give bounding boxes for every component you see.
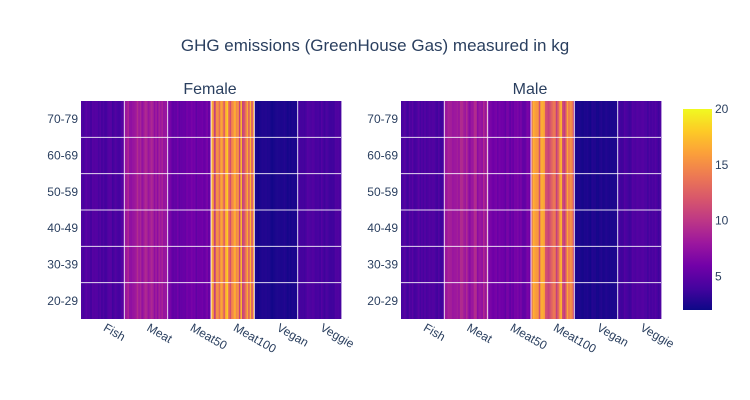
colorbar-tick-label: 10 [715, 214, 729, 228]
x-tick-label: Meat [465, 320, 496, 346]
colorbar-tick-label: 20 [715, 102, 729, 116]
y-tick-label: 20-29 [367, 294, 398, 308]
y-tick-label: 40-49 [47, 221, 78, 235]
panel-title-female: Female [183, 81, 236, 98]
y-tick-label: 30-39 [47, 258, 78, 272]
x-tick-label: Meat [145, 320, 176, 346]
x-tick-label: Fish [421, 320, 448, 343]
y-tick-label: 70-79 [367, 112, 398, 126]
x-tick-label: Meat50 [508, 320, 550, 352]
y-tick-label: 50-59 [367, 185, 398, 199]
y-tick-label: 30-39 [367, 258, 398, 272]
x-tick-label: Veggie [638, 320, 677, 351]
chart-title: GHG emissions (GreenHouse Gas) measured … [181, 36, 569, 55]
panel-title-male: Male [513, 81, 548, 98]
x-tick-label: Meat100 [551, 320, 599, 356]
x-tick-label: Vegan [595, 320, 631, 349]
y-tick-label: 50-59 [47, 185, 78, 199]
y-tick-label: 70-79 [47, 112, 78, 126]
x-tick-label: Vegan [275, 320, 311, 349]
y-tick-label: 60-69 [47, 149, 78, 163]
x-tick-label: Veggie [318, 320, 357, 351]
colorbar-tick-label: 5 [715, 270, 722, 284]
x-tick-label: Fish [101, 320, 128, 343]
colorbar-tick-label: 15 [715, 158, 729, 172]
colorbar: 5 10 15 20 [683, 102, 729, 310]
y-tick-label: 60-69 [367, 149, 398, 163]
x-tick-label: Meat100 [231, 320, 279, 356]
y-tick-label: 40-49 [367, 221, 398, 235]
x-tick-label: Meat50 [188, 320, 230, 352]
y-tick-label: 20-29 [47, 294, 78, 308]
colorbar-gradient [683, 109, 712, 310]
